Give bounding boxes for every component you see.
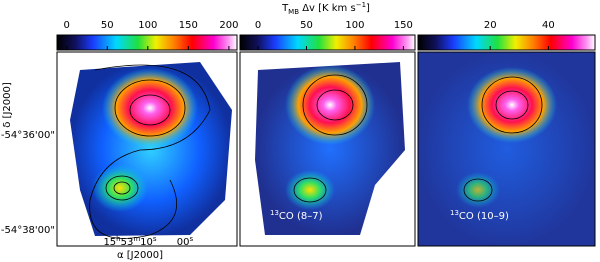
panel-label: 13CO (8–7) [270,209,323,222]
colorbars [56,34,596,51]
colorbar-tick-label: 40 [542,20,555,31]
colorbar-tick-label: 150 [179,20,198,31]
y-tick-label: -54°38'00" [1,225,55,236]
x-tick-label: 00s [177,235,194,248]
colorbar-tick-label: 100 [345,20,364,31]
colorbar-tick-label: 150 [394,20,413,31]
y-tick-label: -54°36'00" [1,130,55,141]
x-axis-title: α [J2000] [117,250,163,261]
y-axis-title: δ [J2000] [2,82,13,128]
colorbar-tick-label: 50 [101,20,114,31]
colorbar-tick-label: 100 [138,20,157,31]
colorbar-title: TMB Δv [K km s−1] [281,1,370,16]
colorbar-tick-label: 200 [219,20,238,31]
colorbar-tick-label: 0 [255,20,261,31]
x-tick-label: 15h53m10s [103,235,156,248]
maps [56,51,596,247]
panel-label: 13CO (10–9) [450,209,509,222]
colorbar-tick-label: 20 [484,20,497,31]
colorbar-tick-label: 50 [300,20,313,31]
colorbar-tick-label: 0 [64,20,70,31]
